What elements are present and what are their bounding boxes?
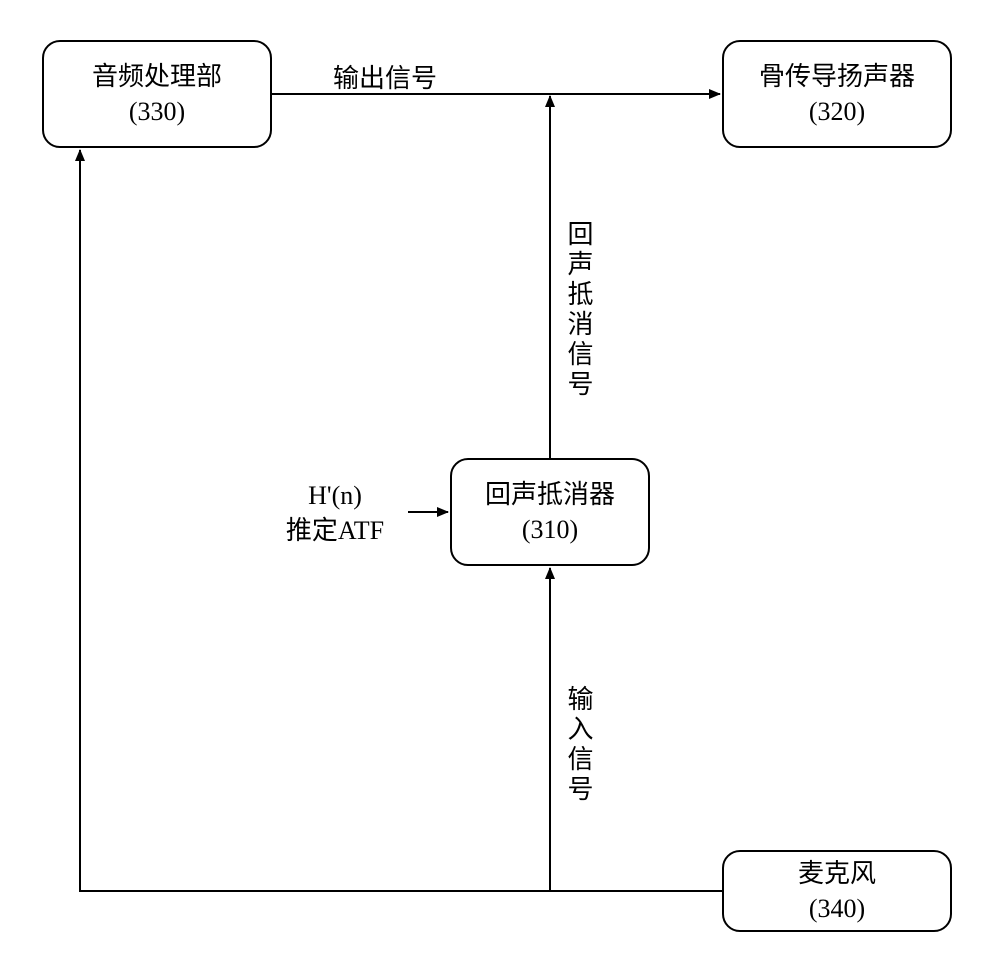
node-speaker-title: 骨传导扬声器 <box>759 59 915 94</box>
label-echo-cancel-signal: 回声抵消信号 <box>560 190 597 430</box>
node-microphone: 麦克风 (340) <box>722 850 952 932</box>
label-hn-line1: H'(n) <box>270 478 400 513</box>
node-microphone-sub: (340) <box>809 891 865 926</box>
label-input-signal: 输入信号 <box>560 660 597 830</box>
node-echo-canceller-sub: (310) <box>522 512 578 547</box>
node-bone-conduction-speaker: 骨传导扬声器 (320) <box>722 40 952 148</box>
label-hn-line2: 推定ATF <box>270 513 400 548</box>
node-audio-processor-sub: (330) <box>129 94 185 129</box>
node-echo-canceller-title: 回声抵消器 <box>485 477 615 512</box>
label-output-signal: 输出信号 <box>300 58 470 95</box>
node-echo-canceller: 回声抵消器 (310) <box>450 458 650 566</box>
node-audio-processor: 音频处理部 (330) <box>42 40 272 148</box>
block-diagram: 音频处理部 (330) 骨传导扬声器 (320) 回声抵消器 (310) 麦克风… <box>0 0 1000 970</box>
node-speaker-sub: (320) <box>809 94 865 129</box>
node-audio-processor-title: 音频处理部 <box>92 59 222 94</box>
node-microphone-title: 麦克风 <box>798 856 876 891</box>
label-hn-atf: H'(n) 推定ATF <box>270 478 400 548</box>
